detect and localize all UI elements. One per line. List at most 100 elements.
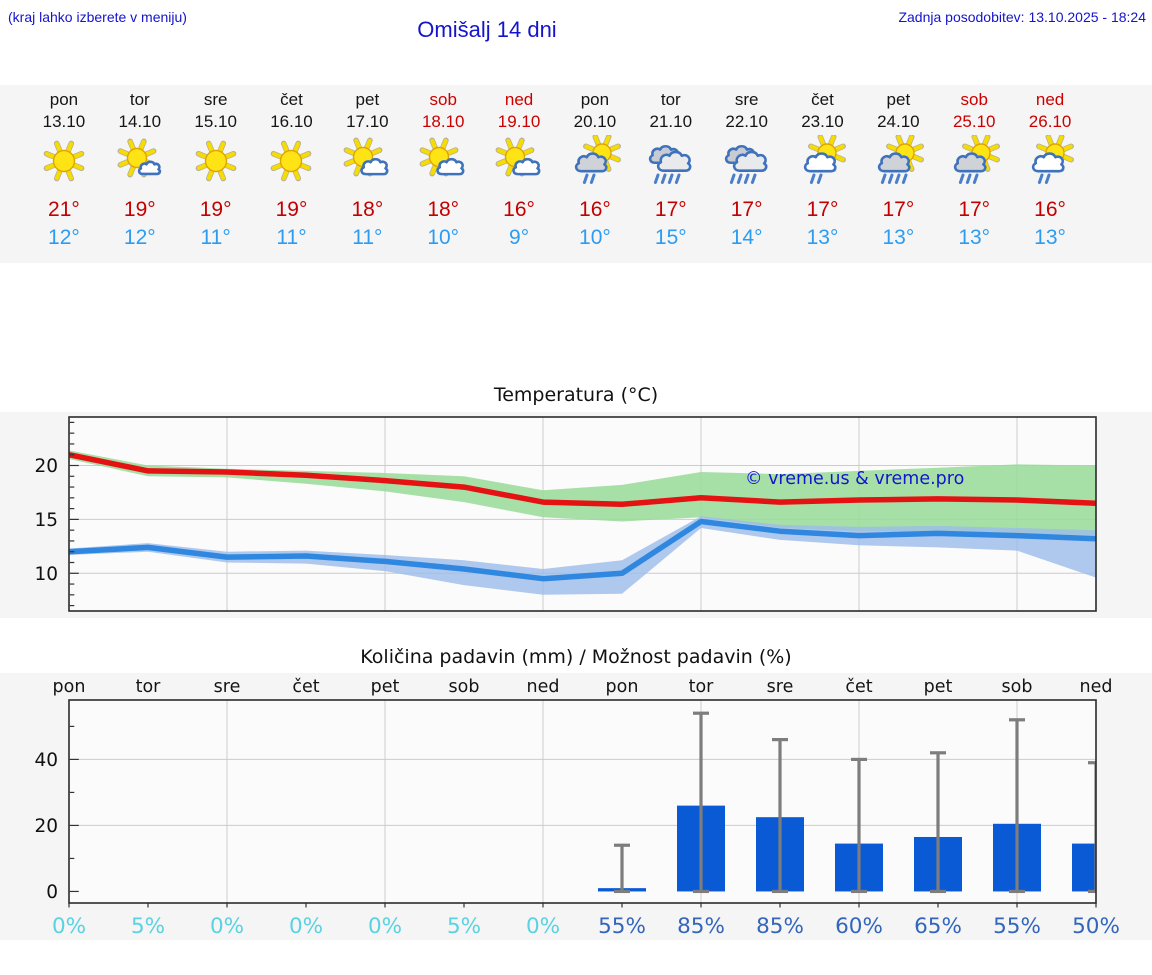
high-temp-label: 19° bbox=[123, 198, 156, 221]
weather-icon-sun-graycloud-rain bbox=[878, 135, 925, 184]
day-date-label: 25.10 bbox=[952, 112, 996, 131]
forecast-strip: pon 13.10 21° 12° tor 14.10 19° 12° sre 15.10 19° 1… bbox=[0, 85, 1152, 263]
precip-probability-label: 0% bbox=[368, 914, 402, 939]
day-date-label: 23.10 bbox=[801, 112, 844, 131]
high-temp-label: 17° bbox=[806, 198, 839, 221]
day-date-label: 16.10 bbox=[270, 112, 313, 131]
weather-icon-sunny bbox=[43, 140, 85, 182]
day-date-label: 19.10 bbox=[497, 112, 541, 131]
y-axis-label: 15 bbox=[34, 510, 58, 531]
cloud-icon-part bbox=[1031, 152, 1065, 173]
chart-day-label: pet bbox=[924, 677, 953, 697]
cloud-icon-part bbox=[137, 160, 161, 176]
cloud-icon-part bbox=[512, 157, 541, 176]
day-name-label: čet bbox=[280, 90, 303, 109]
temperature-chart: 10 15 20 © vreme.us & vreme.pro bbox=[0, 412, 1152, 618]
high-temp-label: 17° bbox=[958, 198, 991, 221]
sun-icon-part bbox=[195, 140, 236, 182]
day-name-label: sob bbox=[960, 90, 988, 109]
cloud-icon-part bbox=[574, 152, 608, 173]
precip-probability-label: 0% bbox=[289, 914, 323, 939]
day-date-label: 18.10 bbox=[421, 112, 465, 131]
min-temp-line bbox=[68, 518, 1097, 582]
max-temp-band bbox=[69, 450, 1096, 536]
last-update-label: Zadnja posodobitev: 13.10.2025 - 18:24 bbox=[898, 9, 1146, 25]
weather-icon-sunny bbox=[271, 140, 312, 182]
high-temp-label: 18° bbox=[351, 198, 384, 221]
high-temp-label: 16° bbox=[1034, 198, 1066, 221]
raindrops-icon-part bbox=[959, 173, 979, 184]
precip-probability-label: 5% bbox=[131, 914, 165, 939]
day-name-label: pet bbox=[886, 90, 911, 109]
cloud-icon-part bbox=[360, 157, 389, 176]
day-name-label: pon bbox=[580, 90, 610, 109]
low-temp-label: 14° bbox=[730, 226, 763, 249]
chart-day-label: sre bbox=[767, 677, 794, 697]
low-temp-label: 10° bbox=[427, 226, 460, 249]
y-axis-label: 0 bbox=[46, 882, 58, 903]
forecast-day: tor 14.10 19° 12° bbox=[102, 89, 178, 252]
precip-error-bar bbox=[693, 711, 709, 894]
precip-error-bar bbox=[1009, 718, 1025, 894]
low-temp-label: 11° bbox=[276, 226, 307, 249]
menu-hint-note: (kraj lahko izberete v meniju) bbox=[8, 9, 187, 25]
chart-day-label: sob bbox=[1002, 677, 1033, 697]
day-name-label: tor bbox=[660, 90, 681, 109]
precip-probability-label: 85% bbox=[677, 914, 725, 939]
cloud-icon-part bbox=[954, 152, 987, 173]
high-temp-label: 21° bbox=[48, 198, 80, 221]
low-temp-label: 13° bbox=[958, 226, 991, 249]
precip-error-bar bbox=[1088, 761, 1096, 894]
day-date-label: 22.10 bbox=[725, 112, 768, 131]
cloud-icon-part bbox=[732, 150, 768, 172]
precip-probability-label: 5% bbox=[447, 914, 481, 939]
precipitation-chart-title: Količina padavin (mm) / Možnost padavin … bbox=[360, 646, 792, 668]
precip-error-bar bbox=[851, 757, 867, 894]
raindrops-icon-part bbox=[729, 173, 757, 184]
precip-bar bbox=[1072, 843, 1096, 892]
low-temp-label: 12° bbox=[48, 226, 80, 249]
forecast-day: čet 16.10 19° 11° bbox=[254, 89, 330, 252]
day-date-label: 21.10 bbox=[649, 112, 693, 131]
high-temp-label: 17° bbox=[654, 198, 687, 221]
day-date-label: 26.10 bbox=[1028, 112, 1072, 131]
forecast-day: ned 19.10 16° 9° bbox=[481, 89, 557, 252]
chart-day-label: čet bbox=[292, 677, 319, 697]
weather-icon-sun-graycloud-rain bbox=[954, 135, 1001, 184]
chart-day-label: čet bbox=[845, 677, 872, 697]
precipitation-chart: pon tor sre čet pet sob ned pon tor sre čet pet sob n… bbox=[0, 673, 1152, 940]
low-temp-label: 13° bbox=[806, 226, 839, 249]
chart-day-label: ned bbox=[1080, 677, 1113, 697]
precip-probability-label: 50% bbox=[1072, 914, 1120, 939]
page-title: Omišalj 14 dni bbox=[417, 17, 557, 42]
high-temp-label: 17° bbox=[882, 198, 915, 221]
max-temp-line bbox=[68, 452, 1097, 508]
precip-probability-label: 0% bbox=[210, 914, 244, 939]
weather-icon-sun-whitecloud-rain bbox=[804, 135, 847, 184]
low-temp-label: 11° bbox=[352, 226, 383, 249]
forecast-day: pet 17.10 18° 11° bbox=[329, 89, 405, 252]
low-temp-label: 10° bbox=[579, 226, 611, 249]
sun-icon-part bbox=[43, 140, 85, 182]
high-temp-label: 19° bbox=[275, 198, 308, 221]
day-date-label: 24.10 bbox=[877, 112, 920, 131]
chart-day-label: sre bbox=[214, 677, 241, 697]
high-temp-label: 19° bbox=[199, 198, 232, 221]
chart-day-label: pon bbox=[53, 677, 86, 697]
day-date-label: 13.10 bbox=[42, 112, 86, 131]
forecast-day: pon 20.10 16° 10° bbox=[557, 89, 633, 252]
day-name-label: sre bbox=[734, 90, 759, 109]
day-name-label: sre bbox=[203, 90, 228, 109]
chart-day-label: pon bbox=[606, 677, 639, 697]
low-temp-label: 11° bbox=[200, 226, 231, 249]
cloud-icon-part bbox=[436, 157, 465, 176]
day-name-label: čet bbox=[811, 90, 834, 109]
day-date-label: 14.10 bbox=[118, 112, 162, 131]
weather-icon-sun-cloud bbox=[343, 137, 389, 177]
precip-error-bar bbox=[930, 751, 946, 894]
y-axis-label: 10 bbox=[34, 564, 58, 585]
low-temp-label: 12° bbox=[123, 226, 156, 249]
chart-day-label: tor bbox=[136, 677, 162, 697]
chart-day-label: sob bbox=[449, 677, 480, 697]
